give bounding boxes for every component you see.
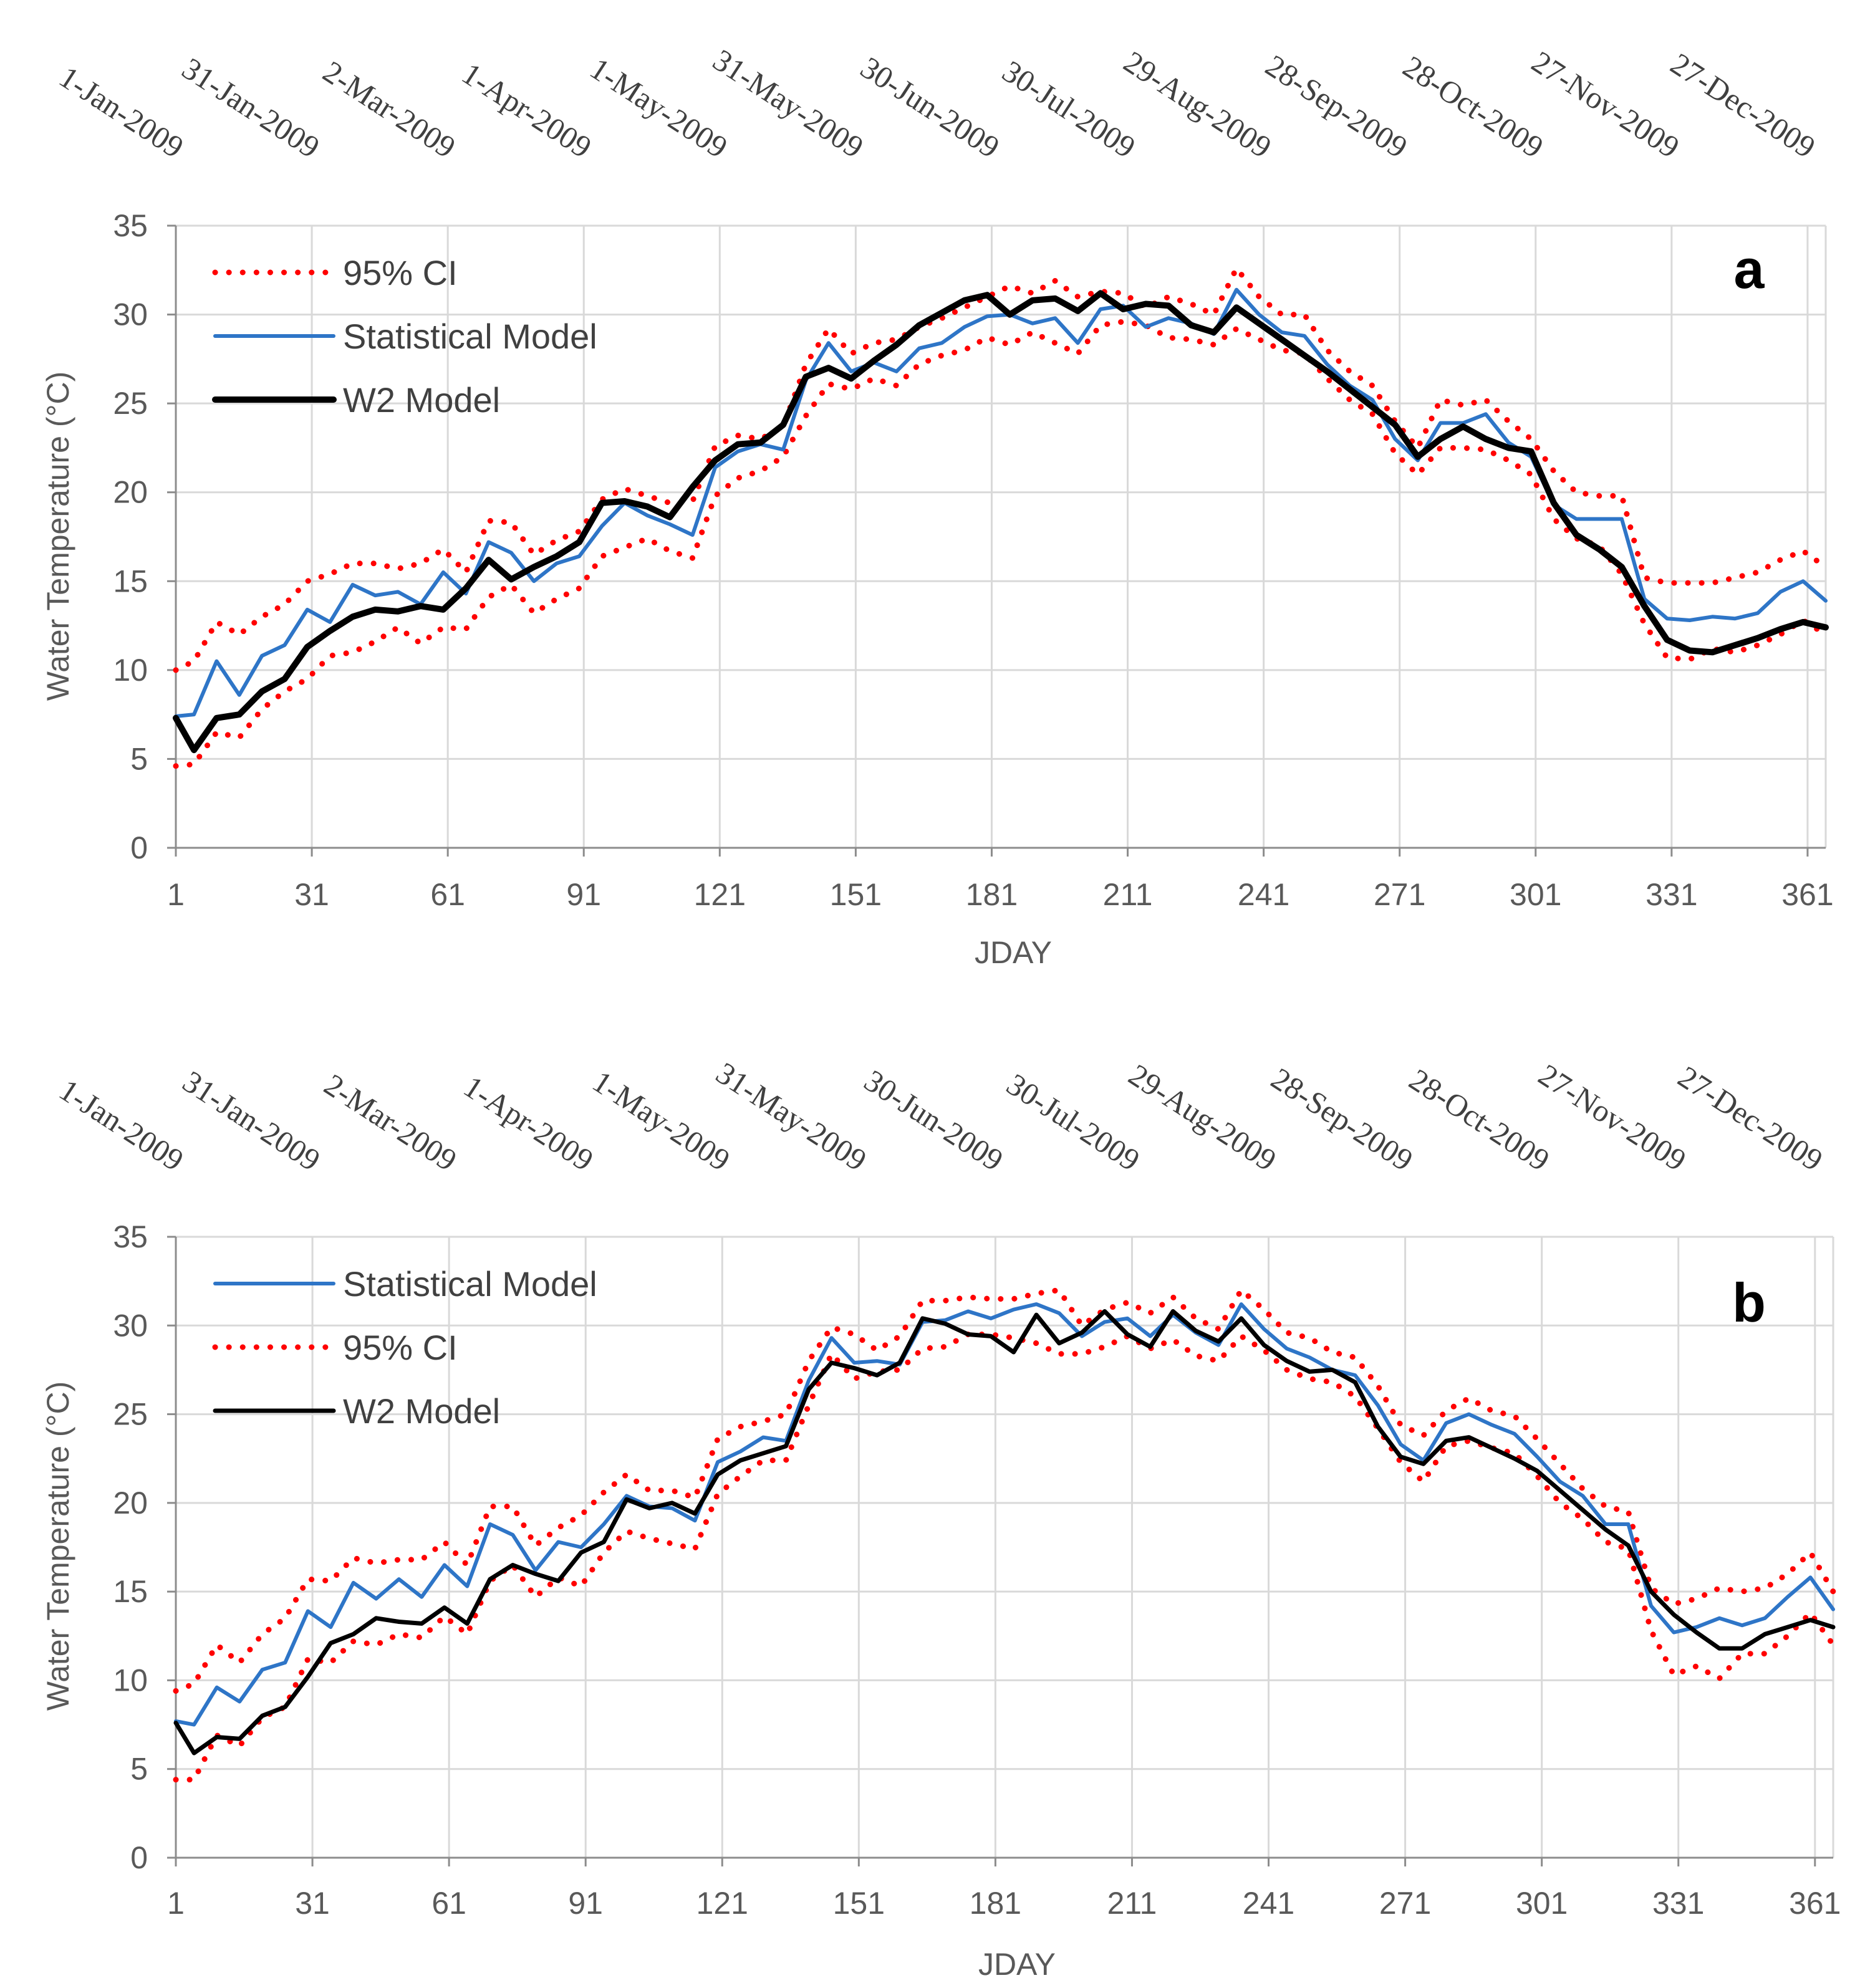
legend-label: Statistical Model — [343, 1264, 597, 1304]
x-tick-label: 241 — [1243, 1886, 1294, 1921]
y-tick-label: 35 — [113, 1219, 148, 1254]
date-label: 1-Jan-2009 — [53, 1072, 190, 1178]
date-label: 30-Jun-2009 — [854, 50, 1005, 165]
x-tick-label: 61 — [431, 1886, 466, 1921]
x-tick-label: 151 — [830, 877, 882, 912]
legend-label: 95% CI — [343, 253, 458, 292]
x-tick-label: 91 — [568, 1886, 603, 1921]
date-label: 2-Mar-2009 — [317, 54, 461, 165]
y-tick-label: 5 — [130, 1752, 148, 1787]
series-line-95-ci-lower — [173, 1332, 1836, 1783]
y-tick-label: 15 — [113, 1574, 148, 1609]
x-tick-label: 241 — [1238, 877, 1289, 912]
chart-panel-b: 0 5 10 15 20 25 30 35 1 31 61 91 121 151 181 211 241 271 3… — [41, 1055, 1841, 1982]
y-tick-label: 30 — [113, 1308, 148, 1343]
date-label: 31-May-2009 — [707, 42, 870, 165]
chart-panel-a: 0 5 10 15 20 25 30 35 1 31 61 91 121 151 181 211 241 271 3… — [41, 42, 1834, 970]
x-tick-label: 31 — [295, 1886, 330, 1921]
series-line-w2-model — [173, 290, 1829, 754]
y-tick-label: 0 — [130, 1840, 148, 1875]
y-axis-title: Water Temperature (°C) — [41, 372, 75, 701]
x-tick-label: 361 — [1781, 877, 1833, 912]
panel-label: b — [1732, 1272, 1766, 1333]
date-label: 2-Mar-2009 — [318, 1067, 463, 1178]
date-label: 27-Dec-2009 — [1672, 1059, 1829, 1178]
y-tick-label: 30 — [113, 297, 148, 332]
series-line-w2-model — [173, 1309, 1836, 1755]
x-tick-label: 211 — [1107, 1886, 1157, 1921]
legend-label: W2 Model — [343, 1391, 500, 1431]
x-tick-label: 271 — [1379, 1886, 1431, 1921]
date-label: 28-Oct-2009 — [1403, 1062, 1556, 1178]
date-label: 31-Jan-2009 — [176, 1064, 326, 1178]
gridlines — [175, 224, 1827, 849]
series-line-95-ci-upper — [173, 265, 1829, 673]
series-group — [173, 1287, 1836, 1783]
gridlines — [175, 1236, 1834, 1859]
x-tick-label: 271 — [1374, 877, 1425, 912]
date-label: 1-Jan-2009 — [53, 59, 190, 165]
date-label: 29-Aug-2009 — [1118, 44, 1278, 165]
x-tick-label: 301 — [1510, 877, 1561, 912]
x-tick-label: 1 — [167, 877, 185, 912]
series-group — [173, 265, 1829, 769]
legend-label: Statistical Model — [343, 317, 597, 356]
x-tick-label: 331 — [1652, 1886, 1704, 1921]
x-tick-label: 151 — [833, 1886, 885, 1921]
x-tick-label: 121 — [694, 877, 746, 912]
y-tick-label: 10 — [113, 1663, 148, 1697]
x-tick-label: 361 — [1789, 1886, 1841, 1921]
y-tick-label: 20 — [113, 475, 148, 510]
y-tick-label: 5 — [130, 741, 148, 776]
date-label: 1-Apr-2009 — [456, 55, 598, 165]
y-tick-label: 15 — [113, 564, 148, 598]
x-tick-label: 181 — [966, 877, 1018, 912]
series-line-95-ci-lower — [173, 319, 1829, 769]
date-label: 31-May-2009 — [710, 1055, 873, 1178]
y-tick-label: 0 — [130, 830, 148, 865]
y-tick-label: 25 — [113, 1397, 148, 1432]
date-label: 1-Apr-2009 — [458, 1068, 600, 1178]
y-tick-label: 20 — [113, 1486, 148, 1520]
y-axis-title: Water Temperature (°C) — [41, 1381, 75, 1711]
x-tick-label: 181 — [970, 1886, 1021, 1921]
legend: 95% CI Statistical Model W2 Model — [212, 253, 597, 420]
y-tick-label: 10 — [113, 653, 148, 688]
x-tick-label: 61 — [430, 877, 465, 912]
date-label: 29-Aug-2009 — [1123, 1057, 1283, 1178]
legend-label: 95% CI — [343, 1328, 458, 1367]
date-label: 28-Sep-2009 — [1265, 1061, 1419, 1178]
x-tick-label: 91 — [566, 877, 601, 912]
date-label: 27-Nov-2009 — [1526, 44, 1685, 165]
series-line-95-ci-upper — [173, 1287, 1836, 1694]
x-tick-label: 121 — [696, 1886, 748, 1921]
x-tick-label: 1 — [167, 1886, 185, 1921]
date-label: 27-Dec-2009 — [1665, 46, 1822, 165]
x-tick-label: 211 — [1103, 877, 1153, 912]
legend: Statistical Model 95% CI W2 Model — [212, 1264, 597, 1431]
x-tick-label: 301 — [1516, 1886, 1568, 1921]
legend-label: W2 Model — [343, 380, 500, 420]
x-tick-label: 31 — [294, 877, 329, 912]
panel-label: a — [1734, 238, 1765, 300]
x-axis-title: JDAY — [975, 935, 1052, 970]
date-label: 28-Sep-2009 — [1260, 48, 1414, 165]
date-label: 27-Nov-2009 — [1533, 1057, 1692, 1178]
x-tick-label: 331 — [1646, 877, 1697, 912]
date-label: 28-Oct-2009 — [1397, 49, 1549, 165]
series-line-statistical-model — [174, 1302, 1835, 1727]
x-axis-title: JDAY — [978, 1947, 1056, 1982]
y-tick-label: 35 — [113, 208, 148, 243]
date-label: 31-Jan-2009 — [176, 50, 325, 165]
date-label: 30-Jun-2009 — [858, 1063, 1009, 1178]
y-tick-label: 25 — [113, 386, 148, 421]
